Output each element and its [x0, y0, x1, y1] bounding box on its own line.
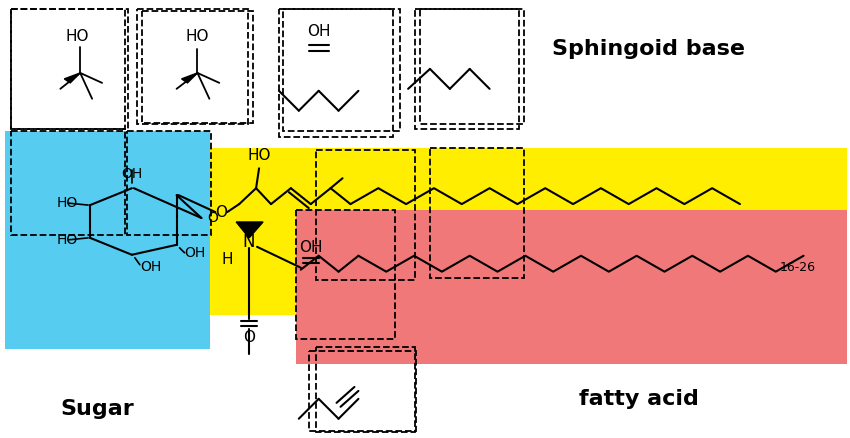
Bar — [283, 9, 400, 131]
Text: HO: HO — [247, 148, 271, 163]
Bar — [296, 210, 395, 339]
Bar — [420, 9, 524, 124]
Text: HO: HO — [185, 28, 209, 44]
Polygon shape — [182, 73, 197, 83]
Text: OH: OH — [299, 240, 322, 255]
Polygon shape — [236, 222, 263, 238]
Text: OH: OH — [122, 167, 143, 181]
Bar — [5, 131, 210, 349]
Bar — [207, 148, 847, 315]
Text: N: N — [243, 233, 255, 251]
Bar — [296, 210, 847, 364]
Bar — [309, 351, 416, 431]
Text: Sphingoid base: Sphingoid base — [552, 39, 745, 59]
Text: O: O — [243, 330, 255, 345]
Bar — [137, 9, 248, 124]
Bar — [11, 9, 125, 129]
Bar — [315, 150, 415, 279]
Bar — [430, 148, 524, 278]
Text: H: H — [222, 252, 233, 267]
Text: 16-26: 16-26 — [779, 261, 816, 274]
Polygon shape — [65, 73, 80, 83]
Text: Sugar: Sugar — [60, 399, 134, 419]
Text: OH: OH — [307, 24, 331, 39]
Bar — [11, 9, 127, 129]
Bar — [11, 131, 125, 235]
Text: O: O — [215, 205, 227, 219]
Text: OH: OH — [184, 246, 206, 260]
Text: HO: HO — [57, 233, 78, 247]
Bar — [279, 9, 394, 137]
Text: HO: HO — [57, 196, 78, 210]
Text: O: O — [207, 211, 218, 225]
Text: HO: HO — [65, 28, 89, 44]
Bar — [415, 9, 519, 129]
Bar — [127, 131, 212, 235]
Text: OH: OH — [139, 260, 161, 274]
Bar — [142, 11, 253, 123]
Bar — [315, 347, 415, 431]
Text: fatty acid: fatty acid — [579, 389, 699, 409]
